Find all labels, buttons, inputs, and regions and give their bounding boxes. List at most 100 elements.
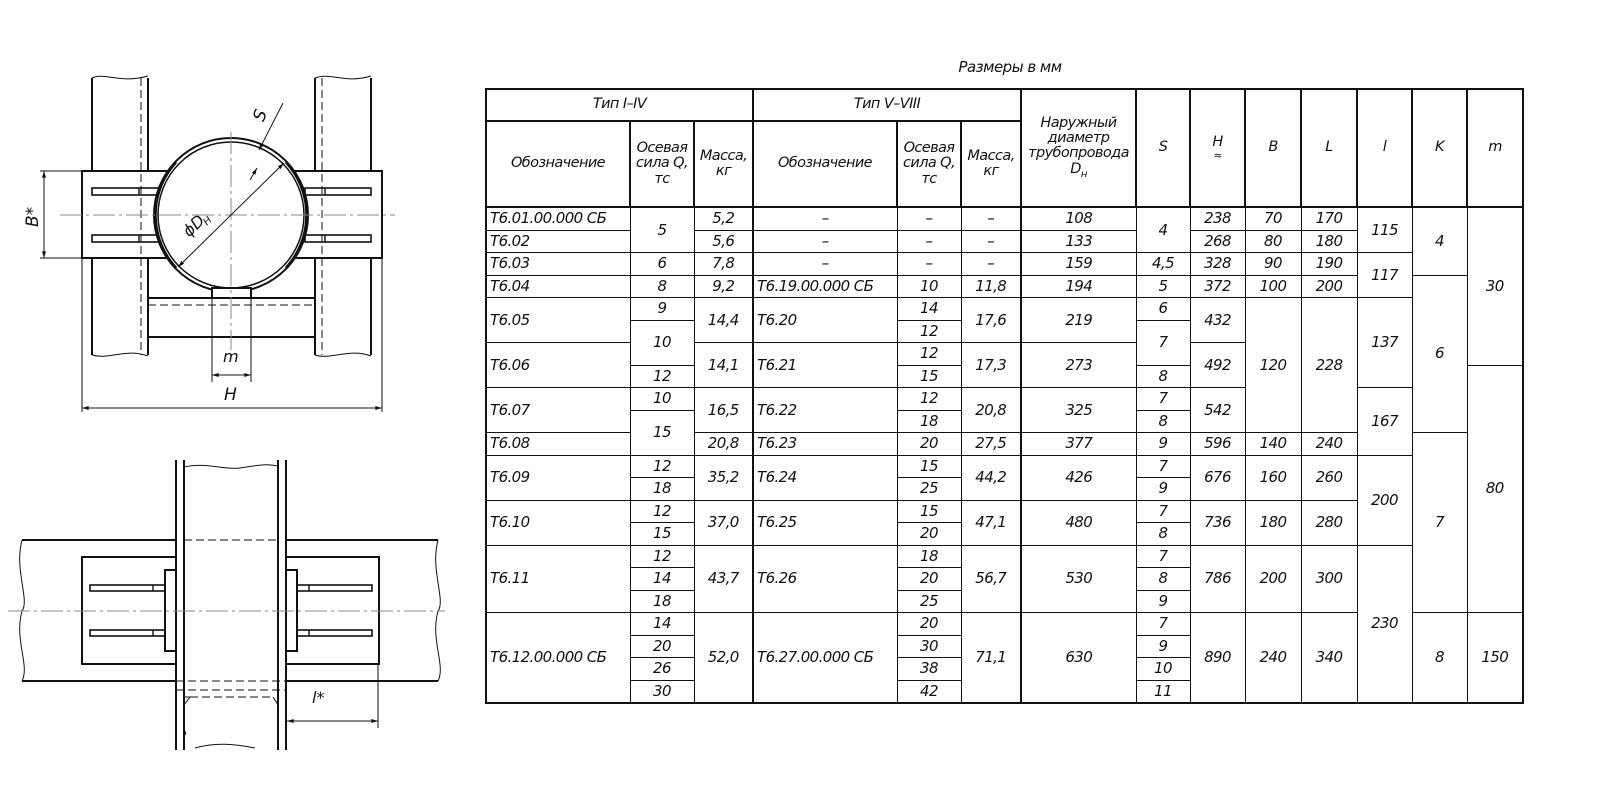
cell-mass-1: 14,1 [693, 342, 754, 388]
cell-outer-diameter: 377 [1020, 432, 1137, 456]
cell-s: 7 [1135, 544, 1191, 568]
cell-mass-2: 71,1 [960, 612, 1022, 704]
cell-designation-2: Т6.20 [752, 297, 898, 343]
cell-force-1: 15 [629, 409, 695, 456]
cell-designation-2: Т6.21 [752, 342, 898, 388]
table-row: Т6.04 8 9,2 Т6.19.00.000 СБ 10 11,8 194 5 372 100… [485, 274, 1523, 433]
cell-L: 180 [1300, 229, 1358, 253]
cell-force-2: 20 [896, 432, 962, 456]
header-k: K [1411, 88, 1468, 208]
cell-force-1: 30 [629, 679, 695, 704]
cell-force-2: 12 [896, 387, 962, 411]
header-h-approx: ≈ [1213, 148, 1222, 162]
cell-mass-1: 37,0 [693, 499, 754, 546]
cell-designation-2: Т6.25 [752, 499, 898, 546]
cell-L: 300 [1300, 544, 1358, 613]
cell-outer-diameter: 426 [1020, 454, 1137, 501]
cell-s: 7 [1135, 387, 1191, 411]
cell-designation-2: Т6.22 [752, 387, 898, 433]
cell-h: 596 [1189, 432, 1246, 456]
cell-force-2: 20 [896, 522, 962, 546]
cell-h: 372 [1189, 274, 1246, 298]
header-m: m [1466, 88, 1524, 208]
cell-s: 7 [1135, 499, 1191, 523]
cell-mass-1: 7,8 [693, 252, 754, 276]
cell-force-2: 42 [896, 679, 962, 704]
table-row: Т6.12.00.000 СБ 14 52,0 Т6.27.00.000 СБ 20 71… [485, 612, 1524, 704]
side-view [8, 460, 445, 750]
cell-m: 80 [1466, 364, 1524, 613]
cell-force-2: 25 [896, 477, 962, 501]
cell-mass-2: – [960, 229, 1022, 253]
cell-mass-1: 35,2 [693, 454, 754, 501]
cell-force-1: 12 [629, 364, 695, 388]
cell-mass-2: 44,2 [960, 454, 1022, 501]
cell-outer-diameter: 480 [1020, 499, 1137, 546]
table-row: Т6.10 12 37,0 Т6.25 15 47,1 480 7 736 180 280 [485, 499, 1523, 546]
header-h: H ≈ [1189, 88, 1246, 208]
cell-force-2: 18 [896, 409, 962, 433]
cell-s: 7 [1135, 319, 1191, 366]
cell-s: 7 [1135, 612, 1191, 636]
cell-s: 7 [1135, 454, 1191, 478]
top-view [40, 75, 395, 412]
cell-h: 238 [1189, 206, 1246, 231]
cell-designation-1: Т6.02 [485, 229, 631, 253]
cell-s: 6 [1135, 297, 1191, 321]
table-row: Т6.07 10 16,5 Т6.22 12 20,8 325 7 542 167 [485, 387, 1523, 456]
header-outer-diameter-sub: н [1080, 168, 1088, 180]
cell-h: 268 [1189, 229, 1246, 253]
cell-s: 8 [1135, 364, 1191, 388]
cell-b: 100 [1244, 274, 1302, 298]
header-L: L [1300, 88, 1358, 208]
cell-s: 9 [1135, 634, 1191, 658]
cell-l: 167 [1356, 387, 1413, 456]
cell-force-2: – [896, 229, 962, 253]
cell-force-1: 9 [629, 297, 695, 321]
cell-force-2: 38 [896, 657, 962, 681]
cell-l: 230 [1356, 544, 1413, 704]
cell-designation-2: Т6.27.00.000 СБ [752, 612, 898, 704]
cell-s: 5 [1135, 274, 1191, 298]
table-row: Т6.02 5,6– – –133 268 80 180 [485, 229, 1523, 253]
header-l: l [1356, 88, 1413, 208]
cell-mass-2: 20,8 [960, 387, 1022, 433]
header-s: S [1135, 88, 1191, 208]
table-row: Т6.03 6 7,8– – –159 4,5 328 90 190 117 [485, 252, 1523, 298]
cell-outer-diameter: 219 [1020, 297, 1137, 343]
s-label: S [249, 107, 272, 124]
cell-designation-2: Т6.24 [752, 454, 898, 501]
table-row: Т6.06 14,1 Т6.21 12 17,3 273 492 [485, 342, 1523, 388]
cell-m: 150 [1466, 612, 1524, 704]
cell-L: 228 [1300, 297, 1358, 433]
cell-s: 8 [1135, 409, 1191, 433]
cell-designation-2: – [752, 252, 898, 276]
cell-l: 137 [1356, 297, 1413, 388]
cell-designation-1: Т6.08 [485, 432, 631, 456]
cell-s: 10 [1135, 657, 1191, 681]
cell-designation-1: Т6.10 [485, 499, 631, 546]
header-type-1-4: Тип I–IV [485, 88, 754, 122]
table-row: Т6.11 12 43,7 Т6.26 18 56,7 530 7 786 200 300 230 [485, 544, 1523, 704]
cell-designation-2: Т6.26 [752, 544, 898, 613]
cell-outer-diameter: 325 [1020, 387, 1137, 433]
cell-L: 240 [1300, 432, 1358, 456]
cell-force-2: 15 [896, 499, 962, 523]
cell-force-1: 12 [629, 454, 695, 478]
m-label: m [223, 347, 239, 366]
table-row: Т6.09 12 35,2 Т6.24 15 44,2 426 7 676 160 260 200 [485, 454, 1523, 546]
cell-designation-1: Т6.03 [485, 252, 631, 276]
cell-s: 8 [1135, 567, 1191, 591]
dimensions-table: Тип I–IV Тип V–VIII Наружный диаметр тру… [485, 88, 1524, 704]
cell-l: 115 [1356, 206, 1413, 253]
cell-outer-diameter: 133 [1020, 229, 1137, 253]
cell-force-1: 14 [629, 612, 695, 636]
cell-s: 4 [1135, 206, 1191, 253]
header-designation-2: Обозначение [752, 120, 898, 208]
cell-force-2: 12 [896, 319, 962, 343]
cell-s: 4,5 [1135, 252, 1191, 276]
cell-outer-diameter: 530 [1020, 544, 1137, 613]
cell-b: 70 [1244, 206, 1302, 231]
cell-designation-2: Т6.23 [752, 432, 898, 456]
cell-b: 140 [1244, 432, 1302, 456]
